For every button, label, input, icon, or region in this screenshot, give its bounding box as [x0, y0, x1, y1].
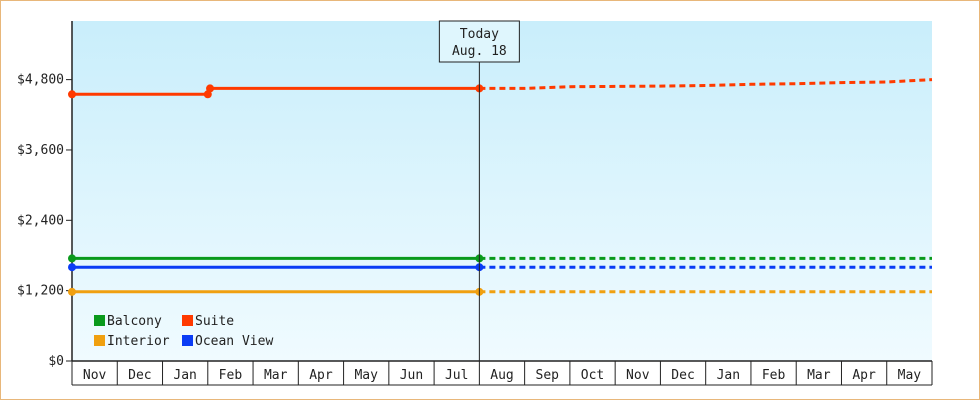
x-tick-label: Feb — [762, 368, 786, 383]
x-tick-label: Nov — [626, 368, 650, 383]
legend-swatch-interior — [94, 335, 105, 346]
legend-label-suite: Suite — [195, 314, 234, 329]
x-tick-label: Mar — [264, 368, 288, 383]
x-tick-label: Apr — [309, 368, 333, 383]
x-tick-label: Feb — [219, 368, 243, 383]
ocean-view-point — [68, 263, 76, 272]
x-tick-label: Apr — [852, 368, 876, 383]
today-label: Today — [460, 27, 499, 42]
x-axis: Nov Dec Jan Feb Mar Apr May Jun Jul Aug Sep Oct Nov D… — [71, 360, 933, 386]
x-tick-label: May — [898, 368, 922, 383]
x-tick-label: Nov — [83, 368, 107, 383]
y-tick-label: $2,400 — [17, 213, 64, 228]
x-tick-label: Sep — [536, 368, 560, 383]
suite-forecast-line — [479, 78, 933, 90]
y-tick-label: $3,600 — [17, 143, 64, 158]
x-tick-label: Jun — [400, 368, 423, 383]
today-box — [438, 20, 520, 63]
legend-swatch-balcony — [94, 315, 105, 326]
today-date: Aug. 18 — [452, 44, 507, 59]
interior-point — [68, 287, 76, 296]
plot-area — [72, 21, 932, 361]
x-tick-label: Oct — [581, 368, 604, 383]
x-tick-label: Mar — [807, 368, 831, 383]
balcony-point — [68, 254, 76, 263]
x-tick-label: May — [354, 368, 378, 383]
legend-swatch-ocean-view — [182, 335, 193, 346]
x-tick-label: Dec — [128, 368, 151, 383]
x-tick-label: Jul — [445, 368, 468, 383]
legend: Balcony Suite Interior Ocean View — [94, 314, 273, 349]
x-tick-label: Jan — [173, 368, 196, 383]
y-tick-label: $0 — [48, 354, 64, 369]
legend-label-ocean-view: Ocean View — [195, 334, 273, 349]
x-tick-label: Jan — [717, 368, 740, 383]
legend-label-balcony: Balcony — [107, 314, 162, 329]
x-tick-label: Aug — [490, 368, 513, 383]
series-layer — [68, 78, 933, 296]
y-tick-label: $4,800 — [17, 73, 64, 88]
x-tick-label: Dec — [671, 368, 694, 383]
legend-swatch-suite — [182, 315, 193, 326]
y-axis: $0 $1,200 $2,400 $3,600 $4,800 — [17, 21, 73, 369]
suite-point — [68, 90, 76, 99]
legend-label-interior: Interior — [107, 334, 170, 349]
suite-point — [206, 84, 215, 93]
y-tick-label: $1,200 — [17, 284, 64, 299]
today-marker: Today Aug. 18 — [438, 20, 520, 361]
